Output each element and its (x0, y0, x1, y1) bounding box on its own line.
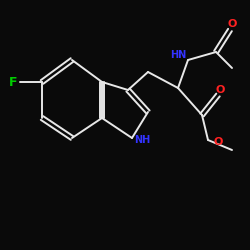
Text: O: O (215, 85, 225, 95)
Text: O: O (227, 19, 237, 29)
Text: HN: HN (170, 50, 186, 60)
Text: F: F (9, 76, 17, 88)
Text: NH: NH (134, 135, 150, 145)
Text: O: O (213, 137, 223, 147)
